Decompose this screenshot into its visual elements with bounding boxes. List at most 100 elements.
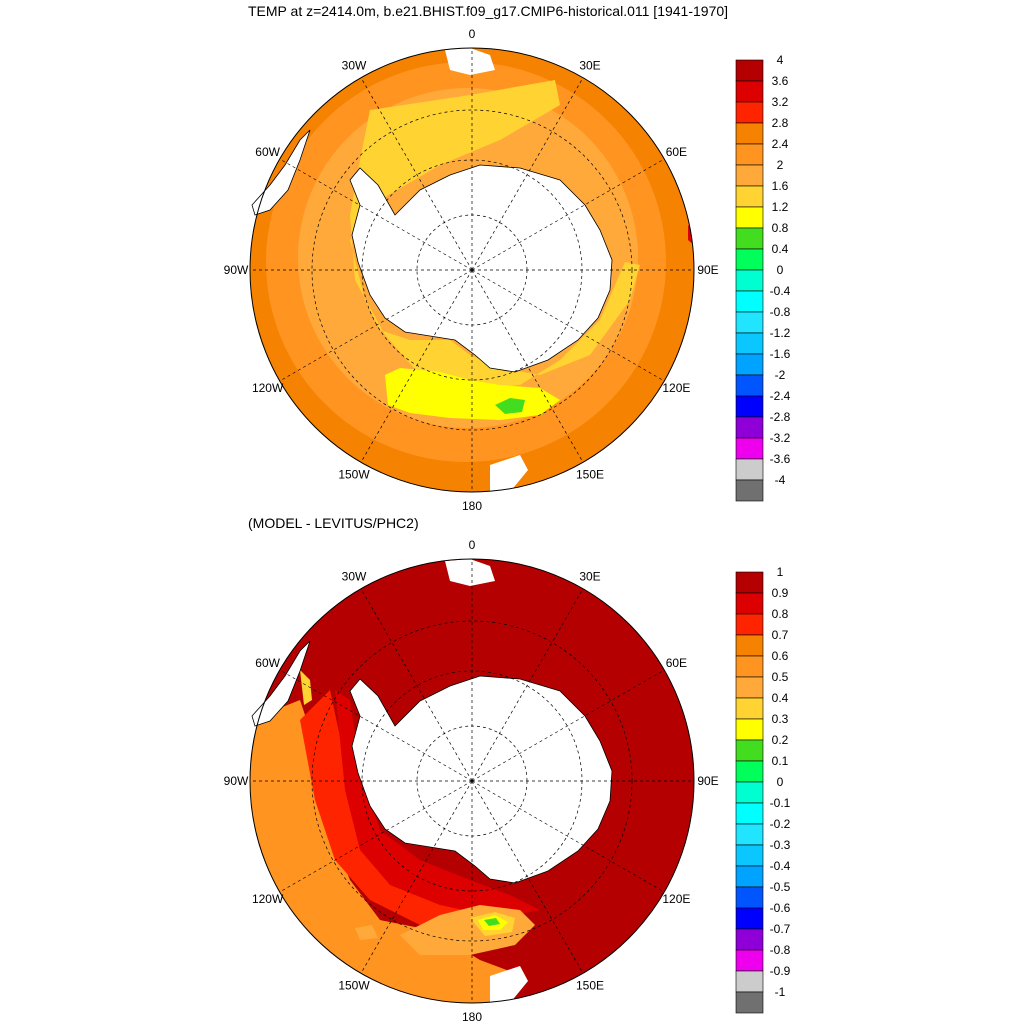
colorbar-label: 0.9	[772, 586, 789, 600]
colorbar-label: -3.2	[770, 431, 791, 445]
fill-near-coast	[335, 690, 540, 918]
colorbar-swatch	[735, 248, 764, 271]
map-top: 0 30E 60E 90E 120E 150E 180 150W 120W 90W 60W 30W	[224, 27, 719, 513]
fill-pacific-mid	[300, 690, 500, 930]
colorbar-label: -0.6	[770, 901, 791, 915]
colorbar-label: -4	[775, 473, 786, 487]
colorbar-swatch	[735, 59, 764, 82]
new-zealand-gap-bottom	[490, 966, 528, 1003]
meridians-top	[250, 48, 694, 492]
colorbar-label: 3.2	[772, 95, 789, 109]
colorbar-swatch	[735, 676, 764, 699]
colorbar-label: 0.3	[772, 712, 789, 726]
colorbar-label: -0.7	[770, 922, 791, 936]
meridian-line	[471, 269, 584, 463]
colorbar-label: 0.1	[772, 754, 789, 768]
colorbar-swatch	[735, 844, 764, 867]
meridian-line	[471, 780, 665, 893]
colorbar-label: 2.8	[772, 116, 789, 130]
lon-label: 150W	[338, 467, 370, 481]
lon-label: 60W	[255, 145, 280, 159]
meridian-line	[471, 780, 584, 974]
colorbar-swatch	[735, 865, 764, 888]
colorbar-label: -0.4	[770, 284, 791, 298]
map-bottom-land	[251, 559, 613, 1003]
colorbar-label: 0	[777, 263, 784, 277]
fill-spot-2	[355, 925, 378, 940]
fill-green-spot	[495, 398, 525, 414]
colorbar-label: -0.9	[770, 964, 791, 978]
colorbar-label: -0.2	[770, 817, 791, 831]
colorbar-swatch	[735, 781, 764, 804]
lon-labels-top: 0 30E 60E 90E 120E 150E 180 150W 120W 90W 60W 30W	[224, 27, 719, 513]
colorbar-swatch	[735, 437, 764, 460]
africa-island-bottom	[445, 559, 495, 586]
africa-island-top	[445, 48, 495, 75]
meridian-line	[279, 158, 473, 271]
colorbar-label: -1.6	[770, 347, 791, 361]
lon-label: 30E	[579, 59, 600, 73]
meridian-line	[471, 588, 584, 782]
meridian-line	[360, 588, 473, 782]
fill-near-shelf	[350, 80, 640, 390]
colorbar-swatch	[735, 739, 764, 762]
antarctica-bottom	[349, 675, 613, 884]
colorbar-swatch	[735, 634, 764, 657]
lon-label: 60E	[666, 656, 687, 670]
colorbar-label: 0.8	[772, 607, 789, 621]
colorbar-swatch	[735, 395, 764, 418]
colorbar-swatch	[735, 970, 764, 993]
colorbar-label: 2	[777, 158, 784, 172]
meridians-bottom	[250, 559, 694, 1003]
lon-label: 120W	[252, 892, 284, 906]
difference-map-title: (MODEL - LEVITUS/PHC2)	[248, 515, 419, 531]
colorbar-swatch	[735, 143, 764, 166]
colorbar-label: -0.5	[770, 880, 791, 894]
south-america-bottom	[251, 640, 311, 727]
lon-label: 120E	[662, 892, 690, 906]
colorbar-swatch	[735, 802, 764, 825]
meridian-line	[360, 780, 473, 974]
meridian-line	[279, 669, 473, 782]
colorbar-swatch	[735, 227, 764, 250]
colorbar-swatch	[735, 823, 764, 846]
lon-label: 120E	[662, 381, 690, 395]
lon-label: 150W	[338, 978, 370, 992]
colorbar-label: 1	[777, 565, 784, 579]
colorbar-label: 0.7	[772, 628, 789, 642]
colorbar-swatch	[735, 571, 764, 594]
map-bottom: 0 30E 60E 90E 120E 150E 180 150W 120W 90W 60W 30W	[224, 538, 719, 1024]
colorbar-label: 0.5	[772, 670, 789, 684]
lon-label: 60E	[666, 145, 687, 159]
lon-label: 90W	[224, 774, 249, 788]
colorbar-label: 1.2	[772, 200, 789, 214]
colorbar-swatch	[735, 311, 764, 334]
lon-label: 0	[469, 538, 476, 552]
latitude-circle-45s	[311, 620, 633, 942]
colorbar-swatch	[735, 479, 764, 502]
colorbar-swatch	[735, 332, 764, 355]
meridian-line	[279, 269, 473, 382]
colorbar-label: 0.8	[772, 221, 789, 235]
colorbar-swatch	[735, 886, 764, 909]
colorbar-bottom: 1 0.9 0.8 0.7 0.6 0.5 0.4 0.3 0.2 0.1 0 -0.1 -0.2 -0.…	[735, 565, 791, 1014]
colorbar-label: 0.2	[772, 733, 789, 747]
map-top-land	[251, 48, 613, 492]
colorbar-swatch	[735, 164, 764, 187]
colorbar-swatch	[735, 655, 764, 678]
colorbar-swatch	[735, 269, 764, 292]
colorbar-label: 2.4	[772, 137, 789, 151]
lon-label: 150E	[576, 467, 604, 481]
lon-label: 0	[469, 27, 476, 41]
map-bottom-grid	[249, 558, 695, 1004]
colorbar-swatch	[735, 206, 764, 229]
colorbar-swatch	[735, 353, 764, 376]
colorbar-label: -0.4	[770, 859, 791, 873]
colorbar-label: -2.4	[770, 389, 791, 403]
colorbar-swatch	[735, 613, 764, 636]
colorbar-swatch	[735, 416, 764, 439]
map-title: TEMP at z=2414.0m, b.e21.BHIST.f09_g17.C…	[248, 3, 729, 19]
lon-label: 180	[462, 1010, 482, 1024]
fill-ross-d	[484, 918, 500, 926]
colorbar-swatch	[735, 592, 764, 615]
